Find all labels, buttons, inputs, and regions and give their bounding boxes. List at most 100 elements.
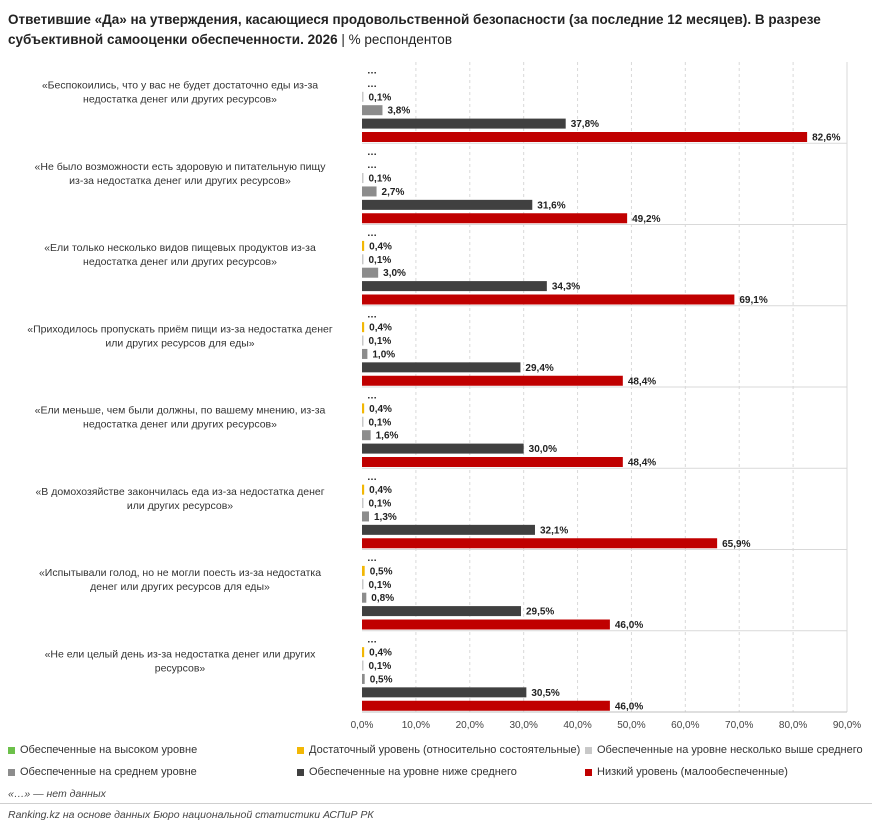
data-label: 0,1% [369,580,392,591]
data-label: 30,5% [531,688,559,699]
data-label: … [367,66,377,77]
bar [362,240,365,251]
data-label: 0,4% [369,323,392,334]
data-label: 0,4% [369,648,392,659]
bar-chart: 0,0% 10,0% 20,0% 30,0% 40,0% 50,0% 60,0% 70,0% 8… [27,62,861,731]
bar [362,700,610,711]
data-label: 34,3% [552,282,580,293]
x-tick-label: 40,0% [563,720,591,731]
chart-legend: Обеспеченные на высоком уровне Достаточны… [0,740,872,784]
data-label: … [367,472,377,483]
data-label: 69,1% [739,295,767,306]
legend-item: Обеспеченные на среднем уровне [8,766,197,778]
data-label: 37,8% [571,119,599,130]
bar [362,348,368,359]
bar [362,267,379,278]
data-label: 0,1% [369,336,392,347]
bar [362,579,364,590]
x-tick-label: 80,0% [779,720,807,731]
bar [362,687,527,698]
data-label: 48,4% [628,458,656,469]
category-label: «Испытывали голод, но не могли поесть из… [39,567,321,593]
x-tick-label: 60,0% [671,720,699,731]
bar [362,335,364,346]
category-label: «Ели меньше, чем были должны, по вашему … [35,405,326,431]
x-tick-label: 20,0% [456,720,484,731]
bar [362,294,735,305]
category-label: «Приходилось пропускать приём пищи из-за… [27,323,333,349]
bar [362,118,566,129]
x-tick-label: 90,0% [833,720,861,731]
legend-swatch [297,768,304,776]
legend-label: Низкий уровень (малообеспеченные) [597,766,788,778]
data-label: 2,7% [382,187,405,198]
legend-item: Достаточный уровень (относительно состоя… [297,744,580,756]
data-label: … [367,228,377,239]
data-label: 0,8% [371,593,394,604]
legend-swatch [585,746,592,754]
data-label: 0,1% [369,661,392,672]
bar [362,565,365,576]
category-label: «Не ели целый день из-за недостатка дене… [45,648,317,674]
bar [362,673,365,684]
legend-swatch [585,768,592,776]
data-label: 0,4% [369,241,392,252]
legend-label: Достаточный уровень (относительно состоя… [309,744,581,756]
bar [362,524,535,535]
bar [362,375,623,386]
data-label: 0,4% [369,485,392,496]
bar [362,132,808,142]
bar [362,254,364,265]
bar [362,403,365,414]
data-label: 46,0% [615,620,643,631]
data-label: … [367,309,377,320]
legend-item: Обеспеченные на уровне несколько выше ср… [585,744,863,756]
data-label: 65,9% [722,539,750,550]
category-label: «Не было возможности есть здоровую и пит… [35,161,327,187]
data-label: 29,5% [526,607,554,618]
data-label: 32,1% [540,525,568,536]
bar [362,416,364,427]
bar [362,91,364,102]
data-label: 1,6% [376,431,399,442]
bar [362,538,718,549]
legend-swatch [297,746,304,754]
bar [362,281,547,292]
legend-swatch [8,768,15,776]
bar [362,199,533,210]
data-label: 0,1% [369,255,392,266]
bar [362,362,521,373]
bar [362,430,371,441]
data-label: 0,1% [369,417,392,428]
bar [362,322,365,333]
chart-title-separator: | [337,32,349,47]
bar [362,173,364,184]
data-label: 49,2% [632,214,660,225]
data-label: 3,8% [387,106,410,117]
data-label: … [367,553,377,564]
data-label: 31,6% [537,200,565,211]
chart-title: Ответившие «Да» на утверждения, касающие… [8,10,868,50]
data-label: 1,0% [372,349,395,360]
source-note: Ranking.kz на основе данных Бюро национа… [8,809,374,821]
data-label: 0,1% [369,174,392,185]
x-tick-label: 30,0% [509,720,537,731]
bar [362,660,364,671]
legend-label: Обеспеченные на уровне ниже среднего [309,766,517,778]
data-label: 3,0% [383,268,406,279]
legend-swatch [8,746,15,754]
category-label: «В домохозяйстве закончилась еда из-за н… [35,486,324,512]
bar [362,647,365,658]
data-label: 0,4% [369,404,392,415]
legend-item: Обеспеченные на высоком уровне [8,744,197,756]
data-label: 0,5% [370,674,393,685]
category-label: «Беспокоились, что у вас не будет достат… [42,80,318,106]
legend-label: Обеспеченные на уровне несколько выше ср… [597,744,863,756]
bar [362,498,364,509]
bar [362,105,383,116]
x-tick-label: 50,0% [617,720,645,731]
data-label: 29,4% [525,363,553,374]
bar [362,457,623,467]
bar [362,511,370,522]
data-label: 0,1% [369,92,392,103]
